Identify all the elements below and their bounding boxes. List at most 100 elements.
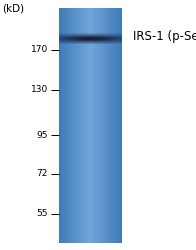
- Bar: [115, 41, 116, 42]
- Bar: [111, 41, 112, 42]
- Bar: [101, 36, 102, 37]
- Bar: [67, 36, 68, 37]
- Bar: [98, 39, 99, 40]
- Bar: [96, 39, 97, 40]
- Bar: [67, 34, 68, 35]
- Bar: [72, 37, 73, 38]
- Bar: [111, 37, 112, 38]
- Bar: [74, 39, 75, 40]
- Bar: [103, 43, 104, 44]
- Bar: [121, 42, 122, 43]
- Bar: [65, 43, 66, 44]
- Bar: [84, 40, 85, 41]
- Bar: [108, 38, 109, 39]
- Bar: [99, 41, 100, 42]
- Bar: [118, 42, 119, 43]
- Bar: [98, 33, 99, 34]
- Bar: [79, 36, 80, 37]
- Bar: [73, 33, 74, 34]
- Bar: [82, 8, 83, 242]
- Bar: [60, 39, 61, 40]
- Bar: [60, 42, 61, 43]
- Bar: [111, 34, 112, 35]
- Bar: [82, 36, 83, 37]
- Bar: [85, 39, 86, 40]
- Bar: [93, 37, 94, 38]
- Bar: [113, 33, 114, 34]
- Bar: [114, 37, 115, 38]
- Bar: [107, 37, 108, 38]
- Bar: [103, 39, 104, 40]
- Bar: [70, 39, 71, 40]
- Bar: [113, 42, 114, 43]
- Bar: [100, 8, 101, 242]
- Bar: [76, 39, 77, 40]
- Bar: [118, 39, 119, 40]
- Bar: [91, 38, 92, 39]
- Bar: [111, 42, 112, 43]
- Bar: [96, 8, 97, 242]
- Bar: [114, 38, 115, 39]
- Bar: [97, 40, 98, 41]
- Bar: [70, 40, 71, 41]
- Bar: [102, 34, 103, 35]
- Bar: [77, 33, 78, 34]
- Bar: [107, 41, 108, 42]
- Bar: [101, 42, 102, 43]
- Bar: [111, 36, 112, 37]
- Bar: [74, 34, 75, 35]
- Bar: [108, 41, 109, 42]
- Bar: [111, 43, 112, 44]
- Bar: [89, 39, 90, 40]
- Bar: [70, 41, 71, 42]
- Bar: [108, 8, 109, 242]
- Bar: [78, 39, 79, 40]
- Bar: [85, 33, 86, 34]
- Bar: [67, 37, 68, 38]
- Bar: [67, 33, 68, 34]
- Bar: [100, 37, 101, 38]
- Bar: [117, 42, 118, 43]
- Bar: [114, 37, 115, 38]
- Bar: [64, 33, 65, 34]
- Bar: [114, 41, 115, 42]
- Bar: [59, 33, 60, 34]
- Bar: [66, 38, 67, 39]
- Bar: [73, 40, 74, 41]
- Bar: [61, 38, 62, 39]
- Bar: [75, 34, 76, 35]
- Bar: [80, 42, 81, 43]
- Bar: [78, 37, 79, 38]
- Bar: [111, 41, 112, 42]
- Bar: [91, 34, 92, 35]
- Bar: [69, 41, 70, 42]
- Bar: [114, 33, 115, 34]
- Bar: [107, 39, 108, 40]
- Bar: [101, 8, 102, 242]
- Bar: [77, 39, 78, 40]
- Bar: [96, 38, 97, 39]
- Bar: [60, 40, 61, 41]
- Bar: [108, 34, 109, 35]
- Bar: [111, 43, 112, 44]
- Bar: [94, 37, 95, 38]
- Bar: [96, 40, 97, 41]
- Bar: [88, 33, 89, 34]
- Bar: [113, 39, 114, 40]
- Bar: [94, 36, 95, 37]
- Bar: [118, 38, 119, 39]
- Bar: [97, 37, 98, 38]
- Bar: [111, 8, 112, 242]
- Bar: [113, 43, 114, 44]
- Bar: [71, 8, 72, 242]
- Bar: [90, 42, 91, 43]
- Bar: [87, 41, 88, 42]
- Bar: [116, 38, 117, 39]
- Bar: [84, 33, 85, 34]
- Bar: [102, 40, 103, 41]
- Bar: [116, 40, 117, 41]
- Bar: [92, 41, 93, 42]
- Bar: [73, 42, 74, 43]
- Bar: [108, 33, 109, 34]
- Bar: [116, 33, 117, 34]
